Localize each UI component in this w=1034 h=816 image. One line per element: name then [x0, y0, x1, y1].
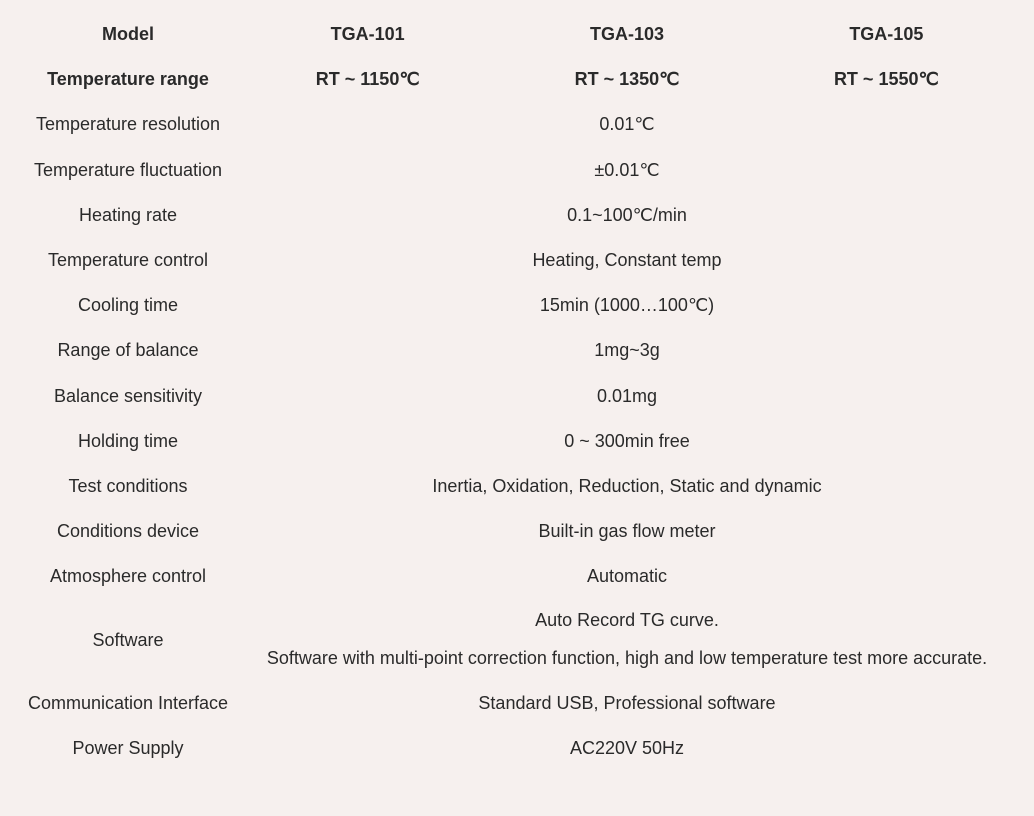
- cell-temp-range-1: RT ~ 1150℃: [238, 57, 497, 102]
- cell-balance-sensitivity: 0.01mg: [238, 374, 1016, 419]
- cell-model-3: TGA-105: [757, 12, 1016, 57]
- cell-comm-interface: Standard USB, Professional software: [238, 681, 1016, 726]
- table-row-software: Software Auto Record TG curve. Software …: [18, 599, 1016, 681]
- cell-temp-range-2: RT ~ 1350℃: [497, 57, 756, 102]
- label-holding-time: Holding time: [18, 419, 238, 464]
- table-row-temp-resolution: Temperature resolution 0.01℃: [18, 102, 1016, 147]
- spacer: [242, 635, 1012, 645]
- table-row-test-conditions: Test conditions Inertia, Oxidation, Redu…: [18, 464, 1016, 509]
- table-row-holding-time: Holding time 0 ~ 300min free: [18, 419, 1016, 464]
- table-row-cooling-time: Cooling time 15min (1000…100℃): [18, 283, 1016, 328]
- table-row-comm-interface: Communication Interface Standard USB, Pr…: [18, 681, 1016, 726]
- table-row-model: Model TGA-101 TGA-103 TGA-105: [18, 12, 1016, 57]
- label-atmosphere-control: Atmosphere control: [18, 554, 238, 599]
- cell-temp-control: Heating, Constant temp: [238, 238, 1016, 283]
- label-balance-sensitivity: Balance sensitivity: [18, 374, 238, 419]
- label-temp-range: Temperature range: [18, 57, 238, 102]
- cell-atmosphere-control: Automatic: [238, 554, 1016, 599]
- cell-software: Auto Record TG curve. Software with mult…: [238, 599, 1016, 681]
- label-model: Model: [18, 12, 238, 57]
- table-row-balance-range: Range of balance 1mg~3g: [18, 328, 1016, 373]
- cell-model-2: TGA-103: [497, 12, 756, 57]
- cell-temp-resolution: 0.01℃: [238, 102, 1016, 147]
- label-balance-range: Range of balance: [18, 328, 238, 373]
- cell-test-conditions: Inertia, Oxidation, Reduction, Static an…: [238, 464, 1016, 509]
- cell-balance-range: 1mg~3g: [238, 328, 1016, 373]
- table-row-atmosphere-control: Atmosphere control Automatic: [18, 554, 1016, 599]
- table-row-conditions-device: Conditions device Built-in gas flow mete…: [18, 509, 1016, 554]
- cell-heating-rate: 0.1~100℃/min: [238, 193, 1016, 238]
- cell-conditions-device: Built-in gas flow meter: [238, 509, 1016, 554]
- label-temp-fluctuation: Temperature fluctuation: [18, 148, 238, 193]
- table-row-balance-sensitivity: Balance sensitivity 0.01mg: [18, 374, 1016, 419]
- table-row-power-supply: Power Supply AC220V 50Hz: [18, 726, 1016, 771]
- label-temp-resolution: Temperature resolution: [18, 102, 238, 147]
- cell-cooling-time: 15min (1000…100℃): [238, 283, 1016, 328]
- cell-power-supply: AC220V 50Hz: [238, 726, 1016, 771]
- label-comm-interface: Communication Interface: [18, 681, 238, 726]
- spec-table: Model TGA-101 TGA-103 TGA-105 Temperatur…: [18, 12, 1016, 772]
- label-test-conditions: Test conditions: [18, 464, 238, 509]
- label-power-supply: Power Supply: [18, 726, 238, 771]
- label-temp-control: Temperature control: [18, 238, 238, 283]
- software-line-1: Auto Record TG curve.: [242, 607, 1012, 635]
- cell-temp-range-3: RT ~ 1550℃: [757, 57, 1016, 102]
- table-row-temp-control: Temperature control Heating, Constant te…: [18, 238, 1016, 283]
- table-row-heating-rate: Heating rate 0.1~100℃/min: [18, 193, 1016, 238]
- cell-model-1: TGA-101: [238, 12, 497, 57]
- label-software: Software: [18, 599, 238, 681]
- label-conditions-device: Conditions device: [18, 509, 238, 554]
- software-line-2: Software with multi-point correction fun…: [242, 645, 1012, 673]
- table-row-temp-range: Temperature range RT ~ 1150℃ RT ~ 1350℃ …: [18, 57, 1016, 102]
- label-cooling-time: Cooling time: [18, 283, 238, 328]
- table-row-temp-fluctuation: Temperature fluctuation ±0.01℃: [18, 148, 1016, 193]
- label-heating-rate: Heating rate: [18, 193, 238, 238]
- cell-holding-time: 0 ~ 300min free: [238, 419, 1016, 464]
- cell-temp-fluctuation: ±0.01℃: [238, 148, 1016, 193]
